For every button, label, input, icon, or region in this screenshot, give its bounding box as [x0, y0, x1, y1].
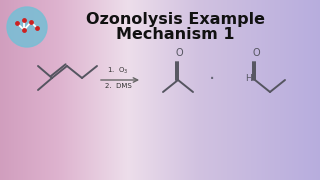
Text: Mechanism 1: Mechanism 1 — [116, 26, 234, 42]
Text: H: H — [246, 73, 252, 82]
Text: O: O — [252, 48, 260, 58]
Circle shape — [7, 7, 47, 47]
Text: 2.  DMS: 2. DMS — [105, 83, 132, 89]
Text: 1.  O$_3$: 1. O$_3$ — [107, 66, 129, 76]
Text: O: O — [175, 48, 183, 58]
Text: Ozonolysis Example: Ozonolysis Example — [85, 12, 265, 26]
Text: ·: · — [209, 69, 215, 89]
